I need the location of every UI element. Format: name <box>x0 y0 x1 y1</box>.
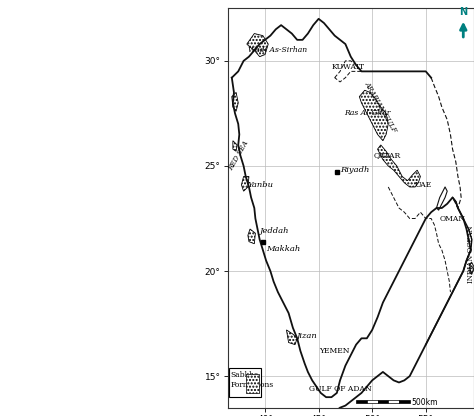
Text: Sabkha: Sabkha <box>230 371 259 379</box>
Text: ARABIAN GULF: ARABIAN GULF <box>363 80 399 134</box>
Polygon shape <box>359 90 388 141</box>
Bar <box>388 400 399 404</box>
Text: UAE: UAE <box>415 181 432 189</box>
Bar <box>399 400 410 404</box>
Bar <box>356 400 367 404</box>
Text: 500km: 500km <box>412 398 438 406</box>
Bar <box>228 368 261 397</box>
Text: QATAR: QATAR <box>374 151 401 159</box>
Text: Wadi As-Sirhan: Wadi As-Sirhan <box>248 46 308 54</box>
Polygon shape <box>233 141 237 151</box>
Text: Riyadh: Riyadh <box>340 166 369 174</box>
Text: Makkah: Makkah <box>266 245 301 253</box>
Polygon shape <box>232 92 238 111</box>
Text: Yanbu: Yanbu <box>248 181 274 189</box>
Text: YEMEN: YEMEN <box>319 347 350 355</box>
Text: KUWAIT: KUWAIT <box>332 63 365 71</box>
Bar <box>378 400 388 404</box>
Polygon shape <box>247 34 268 57</box>
Text: Ras Al-Ghar: Ras Al-Ghar <box>344 109 390 117</box>
Polygon shape <box>248 229 255 244</box>
Text: Formations: Formations <box>230 381 273 389</box>
Text: Jeddah: Jeddah <box>260 227 289 235</box>
Text: RED SEA: RED SEA <box>227 139 250 172</box>
Text: Jizan: Jizan <box>296 332 317 340</box>
Polygon shape <box>246 374 259 393</box>
Text: GULF OF ADAN: GULF OF ADAN <box>309 385 372 393</box>
Polygon shape <box>241 176 249 191</box>
Text: N: N <box>459 7 467 17</box>
Bar <box>367 400 378 404</box>
Text: OMAN: OMAN <box>439 215 465 223</box>
Polygon shape <box>286 330 297 344</box>
Polygon shape <box>378 145 420 187</box>
Text: INDIAN OCEAN: INDIAN OCEAN <box>467 225 474 283</box>
